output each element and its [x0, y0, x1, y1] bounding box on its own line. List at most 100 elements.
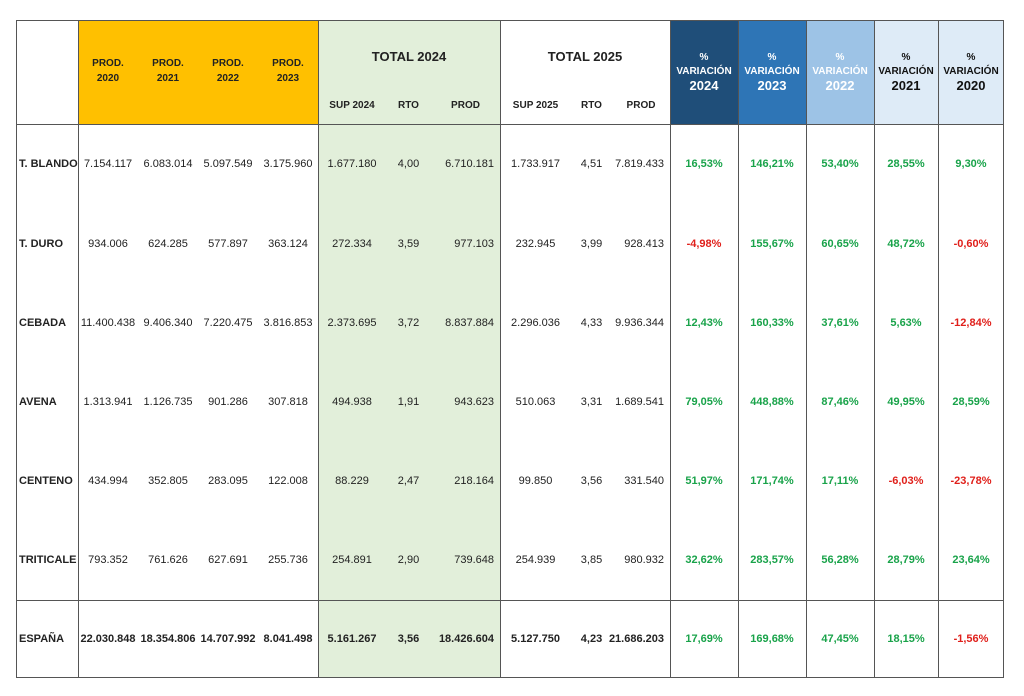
prod-2025-value: 7.819.433 — [615, 158, 664, 170]
variation-header-2023: % VARIACIÓN 2023 — [738, 20, 806, 124]
prod-2025-value: 21.686.203 — [608, 633, 664, 645]
prod-2024-value: 8.837.884 — [445, 316, 494, 329]
sub-header-2024-0: SUP 2024 — [329, 99, 375, 111]
variation-value: 79,05% — [685, 395, 723, 408]
variation-value: -23,78% — [950, 474, 992, 487]
prod-value: 122.008 — [268, 474, 308, 487]
rto-2024-value: 1,91 — [397, 395, 420, 408]
prod-value: 8.041.498 — [263, 633, 313, 645]
variation-value: 146,21% — [750, 158, 794, 170]
variation-value: 56,28% — [821, 554, 859, 566]
variation-value: 37,61% — [821, 316, 859, 329]
grid-line — [937, 20, 939, 678]
variation-value: 48,72% — [887, 237, 925, 250]
prod-value: 761.626 — [148, 554, 188, 566]
prod-value: 5.097.549 — [203, 158, 253, 170]
rto-2024-value: 4,00 — [397, 158, 420, 170]
total-2024-title: TOTAL 2024 — [371, 48, 447, 64]
variation-value: 51,97% — [685, 474, 723, 487]
row-label: AVENA — [19, 395, 57, 408]
prod-value: 352.805 — [148, 474, 188, 487]
variation-year: 2020 — [956, 78, 986, 93]
variation-value: 155,67% — [750, 237, 794, 250]
grid-line — [669, 20, 671, 678]
total-2024-column-block — [318, 20, 500, 678]
variation-label: VARIACIÓN — [744, 66, 800, 77]
prod-value: 434.994 — [88, 474, 128, 487]
prod-2025-value: 331.540 — [624, 474, 664, 487]
rto-2024-value: 3,56 — [397, 633, 420, 645]
variation-header-2024: % VARIACIÓN 2024 — [670, 20, 738, 124]
sup-2025-value: 232.945 — [515, 237, 556, 250]
grid-line — [16, 20, 1004, 21]
percent-symbol: % — [767, 52, 777, 63]
variation-year: 2021 — [891, 78, 921, 93]
grid-line — [16, 677, 1004, 678]
row-label: T. BLANDO — [19, 158, 78, 170]
rto-2024-value: 3,59 — [397, 237, 420, 250]
prod-value: 901.286 — [208, 395, 248, 408]
percent-symbol: % — [699, 52, 709, 63]
variation-year: 2022 — [825, 78, 855, 93]
grid-line — [77, 20, 79, 678]
variation-value: 9,30% — [955, 158, 987, 170]
sub-header-2024-2: PROD — [451, 99, 480, 111]
prod-value: 283.095 — [208, 474, 248, 487]
variation-value: -6,03% — [888, 474, 924, 487]
variation-header-2022: % VARIACIÓN 2022 — [806, 20, 874, 124]
grid-line — [16, 599, 1004, 601]
variation-header-2020: % VARIACIÓN 2020 — [938, 20, 1004, 124]
sup-2024-value: 1.677.180 — [327, 158, 377, 170]
prod-value: 7.220.475 — [203, 316, 253, 329]
variation-value: 160,33% — [750, 316, 794, 329]
variation-label: VARIACIÓN — [878, 66, 934, 77]
prod-value: 3.816.853 — [263, 316, 313, 329]
prod-value: 11.400.438 — [80, 316, 136, 329]
sup-2025-value: 99.850 — [518, 474, 553, 487]
rto-2025-value: 3,85 — [580, 554, 603, 566]
prod-header-3: PROD. 2023 — [272, 58, 304, 84]
prod-value: 934.006 — [88, 237, 128, 250]
prod-2024-value: 6.710.181 — [445, 158, 494, 170]
prod-value: 1.313.941 — [83, 395, 133, 408]
grid-line — [16, 20, 17, 678]
prod-2024-value: 943.623 — [454, 395, 494, 408]
variation-value: 5,63% — [890, 316, 922, 329]
row-label: T. DURO — [19, 237, 63, 250]
variation-value: 49,95% — [887, 395, 925, 408]
sub-header-2025-0: SUP 2025 — [512, 99, 559, 111]
prod-value: 307.818 — [268, 395, 308, 408]
sup-2024-value: 5.161.267 — [327, 633, 377, 645]
grid-line — [1003, 20, 1004, 678]
prod-value: 255.736 — [268, 554, 308, 566]
grid-line — [805, 20, 807, 678]
variation-value: 87,46% — [821, 395, 859, 408]
prod-2025-value: 980.932 — [624, 554, 664, 566]
sub-header-2025-2: PROD — [626, 99, 656, 111]
prod-value: 1.126.735 — [143, 395, 193, 408]
percent-symbol: % — [901, 52, 911, 63]
grid-line — [873, 20, 875, 678]
prod-value: 624.285 — [148, 237, 188, 250]
prod-value: 363.124 — [268, 237, 308, 250]
rto-2024-value: 2,90 — [397, 554, 420, 566]
sup-2025-value: 254.939 — [515, 554, 556, 566]
crop-production-table: PROD. 2020 PROD. 2021 PROD. 2022 PROD. 2023… — [16, 20, 1004, 678]
variation-label: VARIACIÓN — [676, 66, 732, 77]
variation-value: 18,15% — [887, 633, 925, 645]
percent-symbol: % — [835, 52, 845, 63]
variation-value: 17,11% — [821, 474, 859, 487]
sub-header-2025-1: RTO — [581, 99, 602, 111]
prod-value: 3.175.960 — [263, 158, 313, 170]
prod-2025-value: 928.413 — [624, 237, 664, 250]
prod-header-2: PROD. 2022 — [212, 58, 244, 84]
variation-value: 17,69% — [685, 633, 723, 645]
sup-2024-value: 2.373.695 — [327, 316, 377, 329]
sub-header-2024-1: RTO — [398, 99, 419, 111]
row-label: CENTENO — [19, 474, 73, 487]
variation-value: 23,64% — [952, 554, 990, 566]
grid-line — [16, 123, 1004, 125]
rto-2025-value: 4,33 — [580, 316, 603, 329]
prod-2024-value: 18.426.604 — [438, 633, 494, 645]
variation-value: -4,98% — [686, 237, 722, 250]
